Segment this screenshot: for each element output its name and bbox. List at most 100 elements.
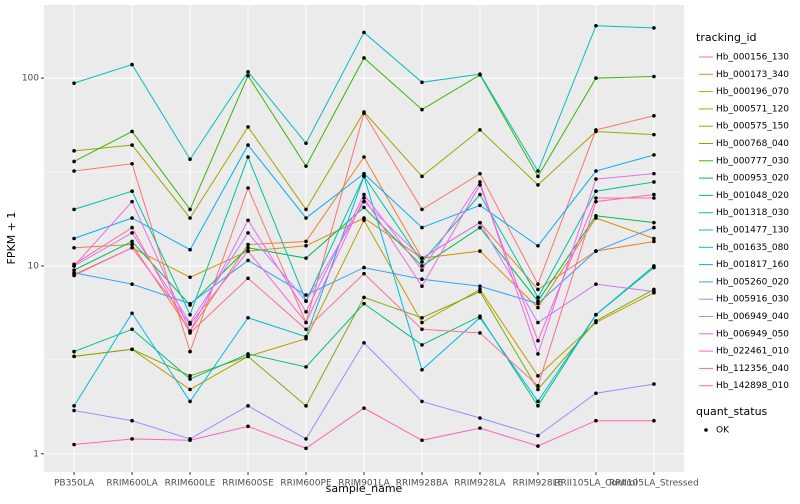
point xyxy=(246,315,250,320)
point xyxy=(362,110,366,114)
point xyxy=(594,76,598,80)
point xyxy=(130,231,134,235)
x-tick-label: RRIM928LE xyxy=(513,479,564,489)
point xyxy=(304,164,308,168)
point xyxy=(72,404,76,408)
point xyxy=(246,231,250,235)
point xyxy=(478,225,482,230)
point xyxy=(362,205,366,210)
x-tick-label: RRIM928LA xyxy=(454,479,506,489)
legend-label: Hb_001318_030 xyxy=(716,208,789,218)
point xyxy=(594,169,598,173)
point xyxy=(188,301,192,306)
point xyxy=(130,199,134,204)
point xyxy=(246,218,250,223)
point xyxy=(188,349,192,354)
legend-label: Hb_022461_010 xyxy=(716,347,789,357)
point xyxy=(536,320,540,325)
point xyxy=(130,189,134,193)
point xyxy=(536,444,540,448)
point xyxy=(304,446,308,451)
point xyxy=(362,192,366,197)
point xyxy=(304,310,308,314)
point xyxy=(304,239,308,244)
point xyxy=(420,107,424,112)
point xyxy=(478,249,482,253)
point xyxy=(130,216,134,220)
point xyxy=(536,404,540,408)
point xyxy=(130,347,134,352)
point xyxy=(420,260,424,264)
point xyxy=(652,171,656,176)
legend-label: Hb_005260_020 xyxy=(716,277,789,287)
point xyxy=(362,196,366,200)
point xyxy=(362,301,366,306)
point xyxy=(478,220,482,225)
point xyxy=(246,424,250,429)
legend-title: tracking_id xyxy=(696,31,757,44)
point xyxy=(188,374,192,378)
point xyxy=(536,287,540,292)
point xyxy=(72,408,76,413)
point xyxy=(536,282,540,286)
point xyxy=(362,295,366,300)
point xyxy=(536,384,540,388)
point xyxy=(594,319,598,323)
legend-label: Hb_000196_070 xyxy=(716,87,789,97)
point xyxy=(652,113,656,118)
legend-label: Hb_142898_010 xyxy=(716,381,789,391)
legend-label: Hb_000768_040 xyxy=(716,139,789,149)
point xyxy=(72,169,76,173)
point xyxy=(652,239,656,244)
point xyxy=(188,312,192,317)
x-tick-label: RRII105LA_Control xyxy=(554,479,637,489)
point xyxy=(536,399,540,404)
point xyxy=(130,418,134,423)
point xyxy=(188,399,192,404)
legend-label: Hb_001048_020 xyxy=(716,191,789,201)
point xyxy=(72,442,76,447)
point xyxy=(652,265,656,270)
point xyxy=(536,183,540,187)
point xyxy=(304,256,308,260)
point xyxy=(188,331,192,335)
legend-label: Hb_006949_040 xyxy=(716,312,789,322)
point xyxy=(72,270,76,275)
point xyxy=(188,275,192,280)
point xyxy=(478,128,482,132)
point xyxy=(594,249,598,253)
x-tick-label: RRIM600LA xyxy=(106,479,158,489)
point xyxy=(72,207,76,212)
point xyxy=(536,387,540,392)
point xyxy=(362,271,366,276)
point xyxy=(130,225,134,230)
point xyxy=(130,161,134,166)
point xyxy=(130,437,134,441)
legend-label: Hb_001817_160 xyxy=(716,260,789,270)
y-tick-label: 100 xyxy=(22,74,39,84)
point xyxy=(478,192,482,197)
point xyxy=(304,437,308,441)
point xyxy=(304,365,308,369)
point xyxy=(420,315,424,320)
x-tick-label: RRIM600LE xyxy=(165,479,216,489)
point xyxy=(130,242,134,247)
point xyxy=(536,244,540,248)
point xyxy=(72,273,76,278)
point xyxy=(594,312,598,317)
point xyxy=(362,171,366,176)
point xyxy=(188,157,192,162)
point xyxy=(594,418,598,423)
point xyxy=(478,180,482,184)
legend-label: Hb_000777_030 xyxy=(716,156,789,166)
point xyxy=(420,438,424,443)
point xyxy=(130,245,134,250)
point xyxy=(130,62,134,67)
point xyxy=(420,174,424,179)
legend-label: Hb_006949_050 xyxy=(716,329,789,339)
point xyxy=(478,171,482,176)
legend-label: Hb_000173_340 xyxy=(716,70,789,80)
point xyxy=(304,299,308,303)
point xyxy=(536,299,540,303)
point xyxy=(188,387,192,392)
